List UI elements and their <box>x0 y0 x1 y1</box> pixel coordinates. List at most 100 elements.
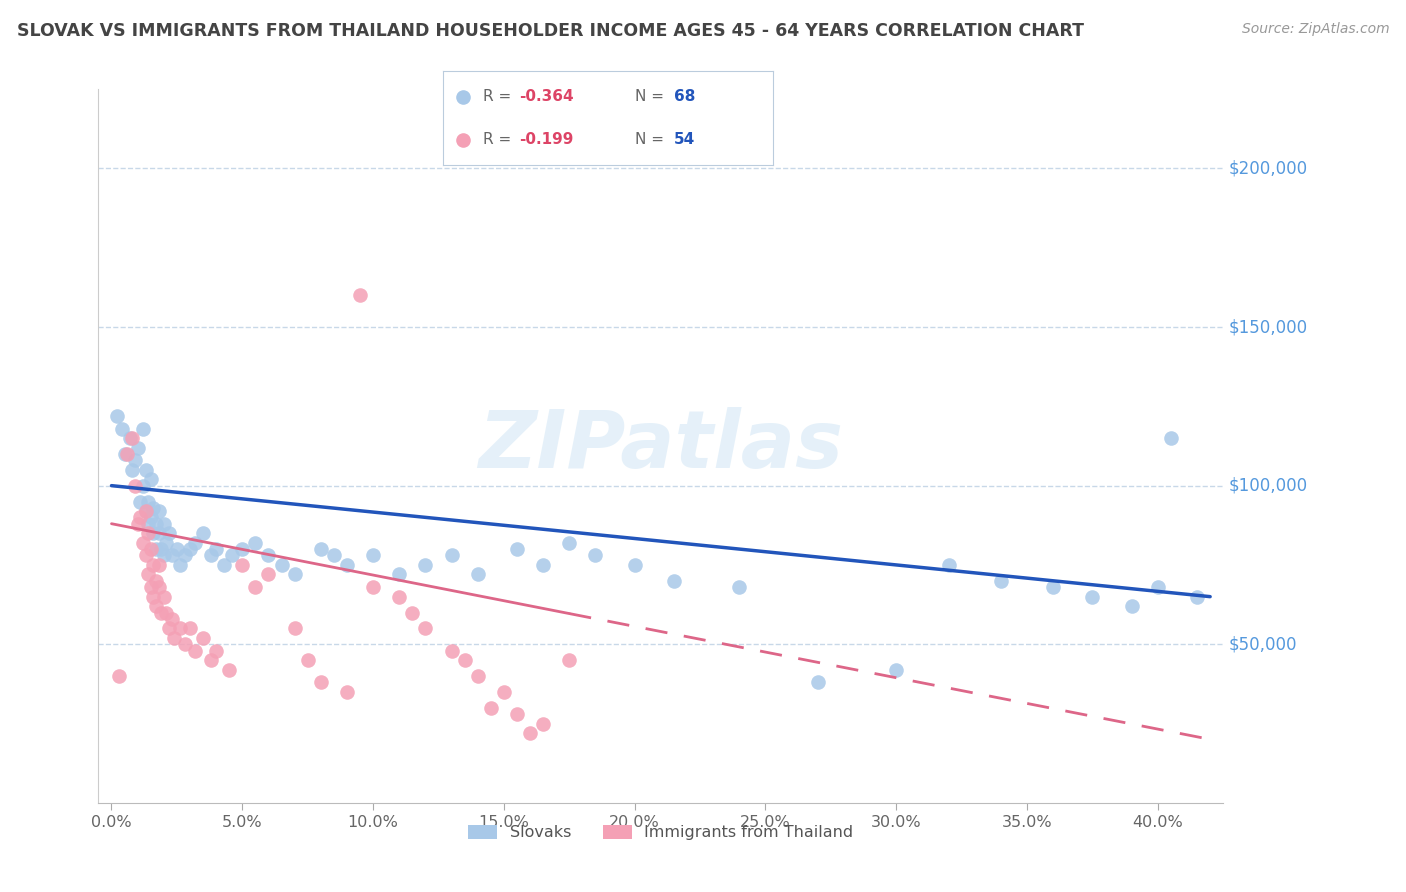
Point <box>200 549 222 563</box>
Point <box>142 558 165 572</box>
Point <box>415 558 437 572</box>
Point <box>136 567 159 582</box>
Point <box>111 421 134 435</box>
Point <box>132 478 155 492</box>
Point <box>160 612 183 626</box>
Text: -0.199: -0.199 <box>519 132 574 147</box>
Point <box>163 631 186 645</box>
Point <box>349 288 371 302</box>
Text: $100,000: $100,000 <box>1229 476 1308 495</box>
Point <box>583 549 606 563</box>
Text: Source: ZipAtlas.com: Source: ZipAtlas.com <box>1241 22 1389 37</box>
Point <box>136 494 159 508</box>
Point <box>200 653 222 667</box>
Point <box>336 685 359 699</box>
Point <box>134 463 156 477</box>
Point <box>1185 590 1208 604</box>
Point <box>132 535 155 549</box>
Point <box>191 631 214 645</box>
Text: 68: 68 <box>675 89 696 104</box>
Point <box>179 621 201 635</box>
Point <box>990 574 1012 588</box>
Point <box>938 558 960 572</box>
Point <box>245 535 267 549</box>
Point <box>148 504 170 518</box>
Point <box>1146 580 1168 594</box>
Point <box>191 526 214 541</box>
Point <box>160 549 183 563</box>
Point <box>361 580 384 594</box>
Point <box>121 463 143 477</box>
Point <box>1042 580 1064 594</box>
Point <box>150 542 173 557</box>
Point <box>142 526 165 541</box>
Point <box>157 526 180 541</box>
Point <box>388 567 411 582</box>
Text: SLOVAK VS IMMIGRANTS FROM THAILAND HOUSEHOLDER INCOME AGES 45 - 64 YEARS CORRELA: SLOVAK VS IMMIGRANTS FROM THAILAND HOUSE… <box>17 22 1084 40</box>
Point <box>153 549 176 563</box>
Point <box>127 441 149 455</box>
Point <box>205 643 228 657</box>
Text: -0.364: -0.364 <box>519 89 574 104</box>
Point <box>148 580 170 594</box>
Point <box>309 542 332 557</box>
Point <box>451 89 474 103</box>
Text: $150,000: $150,000 <box>1229 318 1308 336</box>
Point <box>148 558 170 572</box>
Point <box>388 590 411 604</box>
Point <box>257 567 280 582</box>
Point <box>336 558 359 572</box>
Point <box>297 653 319 667</box>
Text: 54: 54 <box>675 132 696 147</box>
Point <box>169 621 191 635</box>
Point <box>157 621 180 635</box>
Point <box>173 549 195 563</box>
Point <box>245 580 267 594</box>
Point <box>506 542 529 557</box>
Point <box>132 421 155 435</box>
Text: $200,000: $200,000 <box>1229 160 1308 178</box>
Point <box>134 504 156 518</box>
Point <box>492 685 515 699</box>
Point <box>145 542 167 557</box>
Point <box>728 580 751 594</box>
Text: N =: N = <box>634 89 668 104</box>
Point <box>127 516 149 531</box>
Point <box>153 590 176 604</box>
Point <box>479 700 502 714</box>
Text: ZIPatlas: ZIPatlas <box>478 407 844 485</box>
Point <box>231 558 253 572</box>
Point <box>453 653 475 667</box>
Point <box>440 643 463 657</box>
Point <box>129 494 152 508</box>
Point <box>134 549 156 563</box>
Point <box>179 542 201 557</box>
Point <box>451 133 474 147</box>
Point <box>114 447 136 461</box>
Point <box>166 542 188 557</box>
Point <box>155 535 177 549</box>
Point <box>142 500 165 515</box>
Point <box>401 606 423 620</box>
Point <box>467 669 489 683</box>
Point <box>284 567 307 582</box>
Point <box>807 675 830 690</box>
Point <box>440 549 463 563</box>
Point <box>108 669 131 683</box>
Point <box>558 535 581 549</box>
Point <box>184 643 207 657</box>
Point <box>212 558 235 572</box>
Point <box>150 606 173 620</box>
Point <box>415 621 437 635</box>
Point <box>506 706 529 721</box>
Text: N =: N = <box>634 132 668 147</box>
Point <box>309 675 332 690</box>
Point <box>136 516 159 531</box>
Point <box>139 580 162 594</box>
Point <box>139 510 162 524</box>
Point <box>184 535 207 549</box>
Point <box>1160 431 1182 445</box>
Point <box>139 542 162 557</box>
Point <box>115 447 138 461</box>
Point <box>623 558 645 572</box>
